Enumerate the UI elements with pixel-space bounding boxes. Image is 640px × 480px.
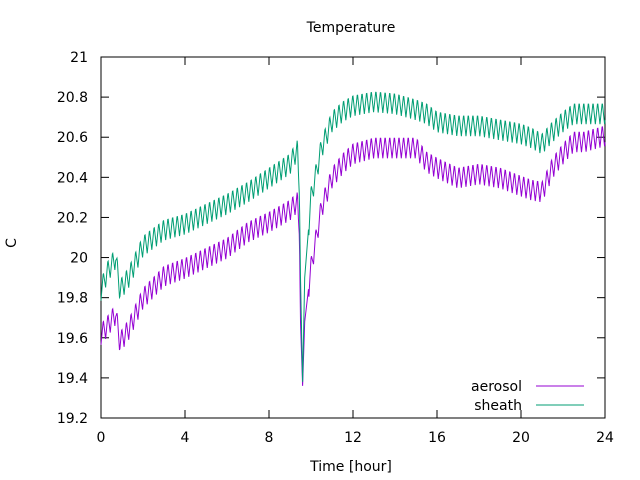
x-axis-label: Time [hour]	[309, 459, 392, 475]
x-tick-label-5: 20	[512, 430, 530, 446]
y-tick-label-8: 20.8	[57, 90, 88, 106]
plot-frame	[100, 56, 606, 419]
x-tick-label-3: 12	[344, 430, 362, 446]
series-layer	[100, 91, 606, 386]
y-tick-label-5: 20.2	[57, 210, 88, 226]
x-tick-label-2: 8	[265, 430, 274, 446]
series-line-sheath	[100, 91, 606, 382]
y-tick-label-3: 19.8	[57, 291, 88, 307]
y-tick-label-2: 19.6	[57, 331, 88, 347]
y-tick-label-7: 20.6	[57, 130, 88, 146]
axis-ticks: 0 4 8 12 16 20 24 19.2 19.4 19.6 19.8 20 20.2 20.4 20.…	[57, 50, 614, 446]
y-tick-label-6: 20.4	[57, 170, 88, 186]
y-tick-label-9: 21	[70, 50, 88, 66]
legend: aerosol sheath	[471, 379, 584, 414]
chart-title: Temperature	[306, 20, 396, 36]
y-tick-label-4: 20	[70, 251, 88, 267]
y-tick-label-0: 19.2	[57, 411, 88, 427]
series-line-aerosol	[100, 126, 606, 386]
y-axis-label: C	[4, 238, 20, 248]
legend-label-sheath: sheath	[474, 398, 522, 414]
x-tick-label-0: 0	[97, 430, 106, 446]
x-tick-label-4: 16	[428, 430, 446, 446]
x-tick-label-1: 4	[181, 430, 190, 446]
x-tick-label-6: 24	[596, 430, 614, 446]
y-tick-label-1: 19.4	[57, 371, 88, 387]
legend-label-aerosol: aerosol	[471, 379, 522, 395]
